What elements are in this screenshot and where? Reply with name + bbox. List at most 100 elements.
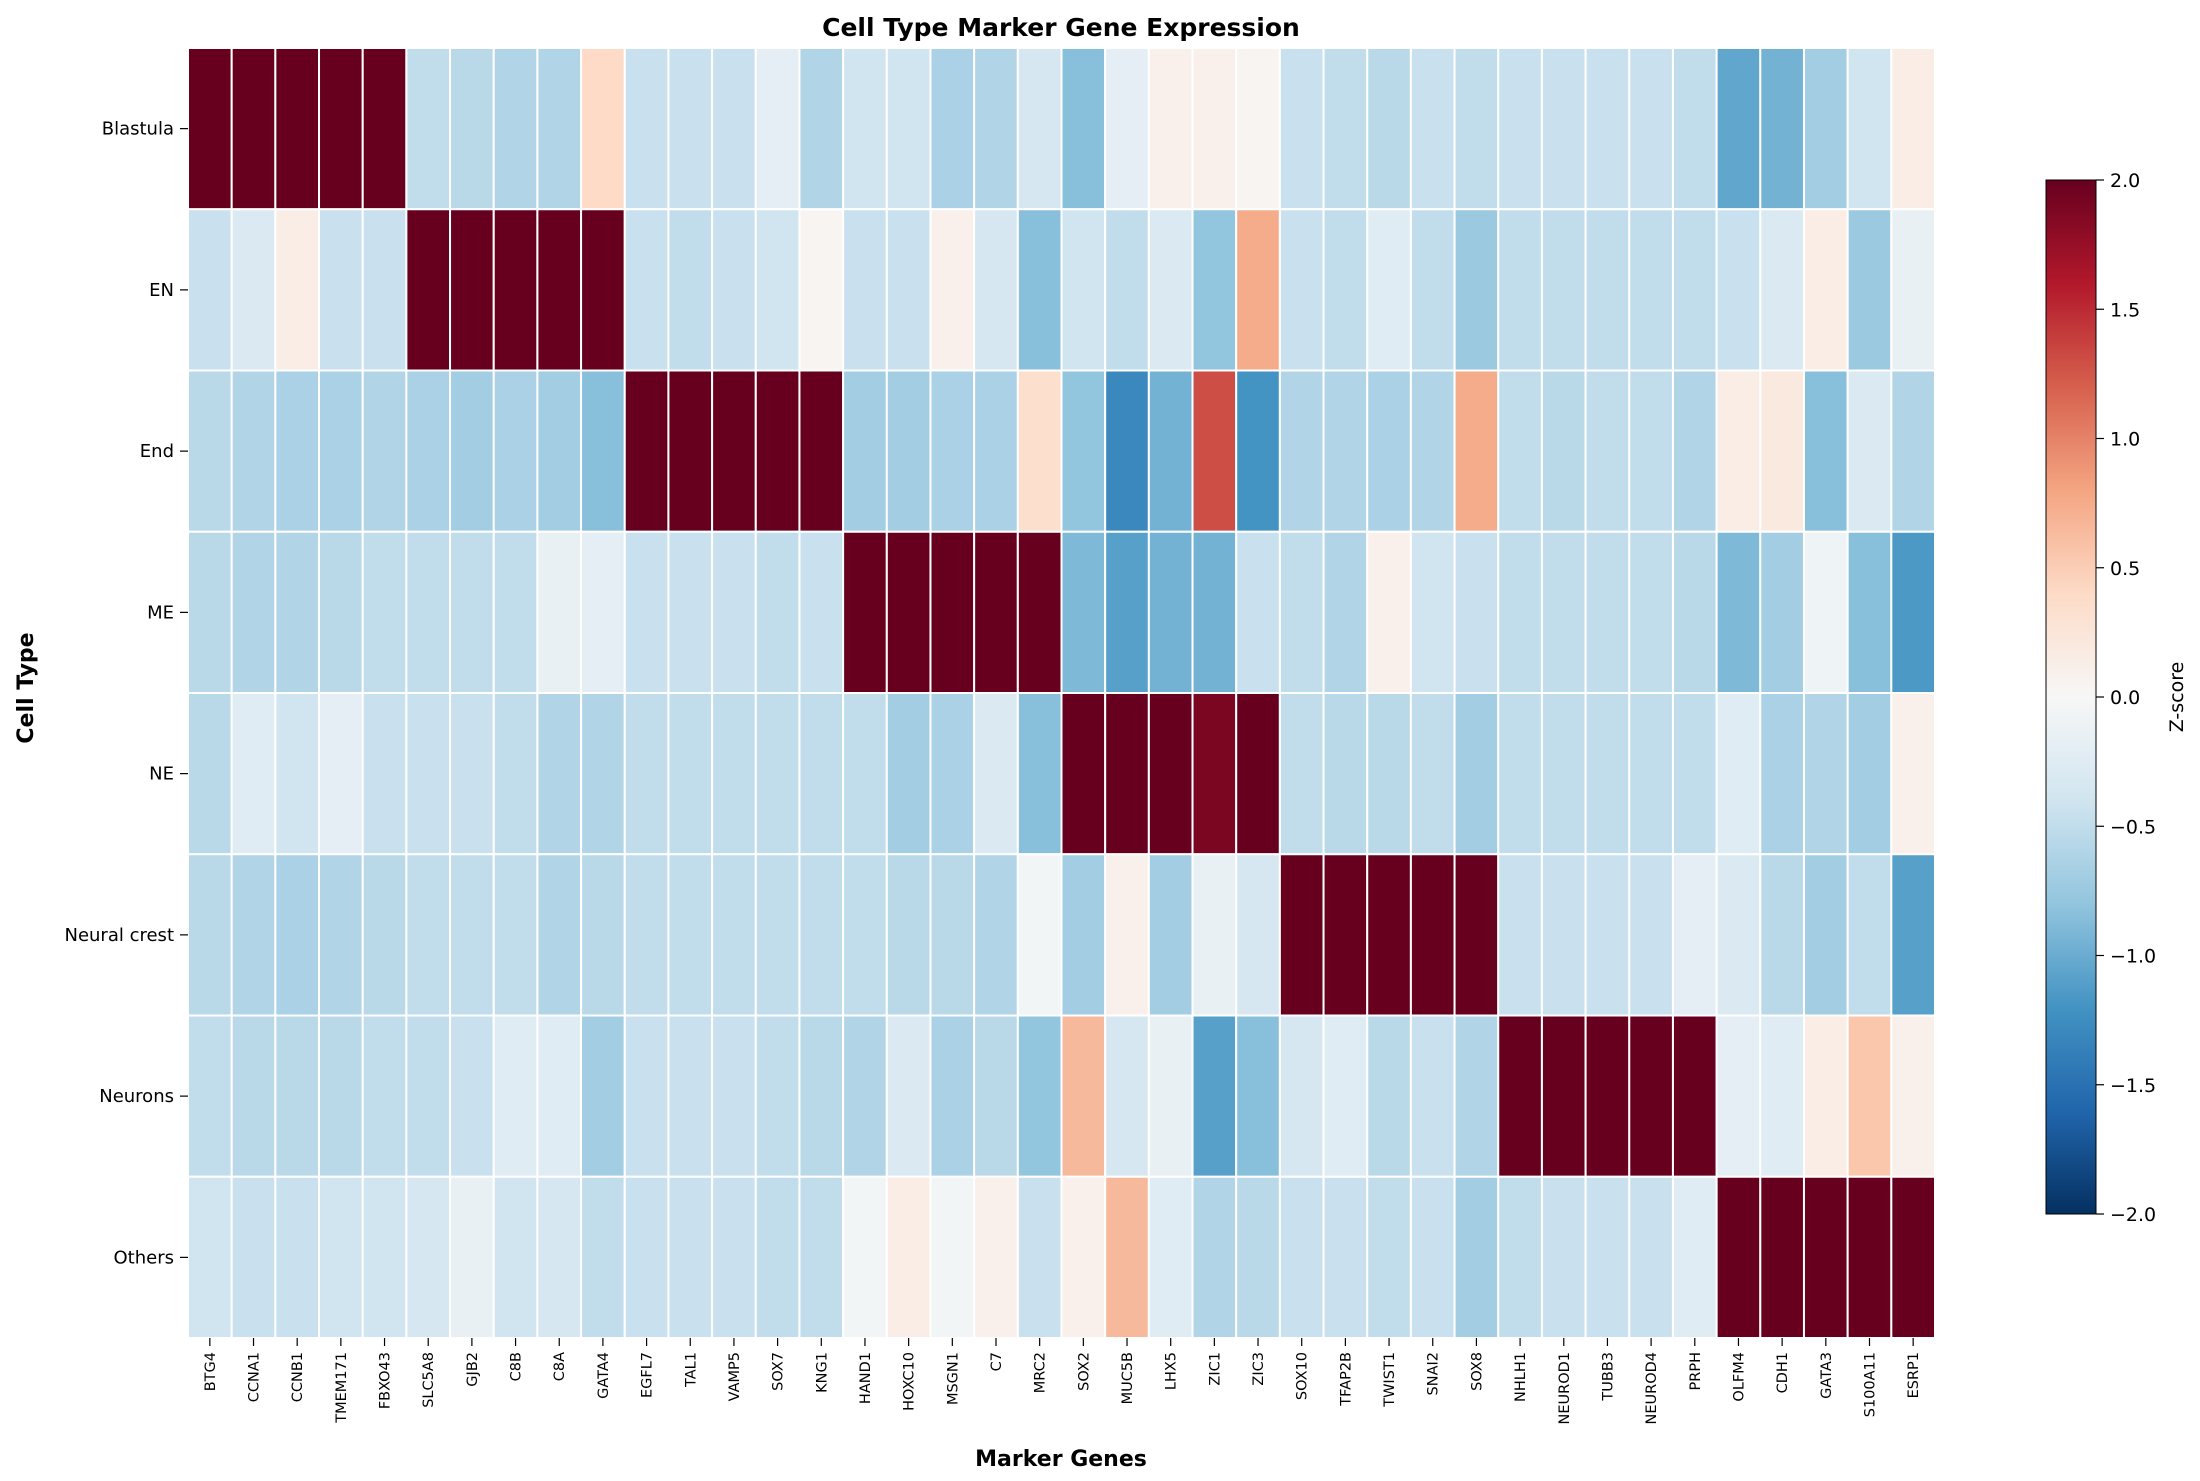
- heatmap-cell: [1191, 853, 1238, 1017]
- heatmap-cell: [1540, 47, 1587, 211]
- heatmap-cell: [1104, 853, 1150, 1017]
- colorbar-tick-label: 2.0: [2110, 170, 2140, 192]
- heatmap-cell: [1540, 208, 1587, 372]
- x-axis-title: Marker Genes: [975, 1447, 1147, 1472]
- column-label: BTG4: [203, 1352, 219, 1391]
- heatmap-cell: [580, 530, 626, 694]
- heatmap-cell: [1802, 47, 1849, 211]
- column-label: SOX2: [1076, 1352, 1092, 1391]
- column-label: NEUROD4: [1644, 1352, 1660, 1425]
- heatmap-cell: [274, 530, 321, 694]
- colorbar-tick-label: 0.0: [2110, 687, 2140, 709]
- row-label: ME: [147, 602, 174, 623]
- heatmap-cell: [361, 1014, 408, 1178]
- heatmap-cell: [405, 208, 452, 372]
- heatmap-cell: [1453, 530, 1500, 694]
- column-label: TWIST1: [1382, 1352, 1398, 1408]
- row-label: Neurons: [99, 1086, 174, 1107]
- heatmap-cell: [449, 208, 495, 372]
- heatmap-cell: [1497, 692, 1543, 856]
- heatmap-cell: [580, 369, 626, 533]
- heatmap-cell: [1104, 47, 1150, 211]
- column-label: C8A: [552, 1352, 568, 1381]
- column-label: SOX10: [1295, 1352, 1311, 1400]
- heatmap-cell: [667, 369, 714, 533]
- heatmap-cell: [1759, 1014, 1805, 1178]
- heatmap-cell: [449, 1014, 495, 1178]
- heatmap-cells: [187, 47, 1936, 1339]
- row-labels: Blastula EN End ME NE Neural crest Neurons Othe…: [64, 119, 188, 1268]
- heatmap-cell: [1278, 1014, 1325, 1178]
- heatmap-cell: [1278, 853, 1325, 1017]
- heatmap-cell: [1060, 1175, 1107, 1339]
- heatmap-cell: [1235, 208, 1281, 372]
- colorbar-tick-label: −1.5: [2110, 1075, 2156, 1097]
- heatmap-cell: [318, 1014, 364, 1178]
- heatmap-cell: [973, 208, 1019, 372]
- colorbar-ticks: 2.0 1.5 1.0 0.5 0.0 −0.5 −1.0 −1.5 −2.0: [2045, 170, 2156, 1226]
- colorbar-tick-label: 1.0: [2110, 429, 2140, 451]
- heatmap-cell: [842, 208, 888, 372]
- heatmap-cell: [1453, 47, 1500, 211]
- heatmap-cell: [1409, 369, 1456, 533]
- heatmap-cell: [187, 853, 233, 1017]
- heatmap-cell: [1278, 692, 1325, 856]
- heatmap-cell: [1671, 692, 1718, 856]
- heatmap-cell: [711, 1175, 757, 1339]
- column-label: TFAP2B: [1338, 1352, 1354, 1407]
- heatmap-cell: [754, 208, 801, 372]
- heatmap-cell: [1060, 530, 1107, 694]
- heatmap-cell: [1191, 369, 1238, 533]
- column-label: SOX7: [771, 1352, 787, 1391]
- colorbar-tick-label: −1.0: [2110, 946, 2156, 968]
- heatmap-cell: [1060, 853, 1107, 1017]
- heatmap-cell: [1671, 47, 1718, 211]
- heatmap-cell: [1628, 47, 1674, 211]
- heatmap-cell: [405, 47, 452, 211]
- row-label: NE: [149, 764, 174, 785]
- heatmap-cell: [1890, 208, 1936, 372]
- heatmap-cell: [1235, 692, 1281, 856]
- heatmap-cell: [885, 47, 932, 211]
- column-label: CCNB1: [290, 1352, 306, 1402]
- column-label: SOX8: [1469, 1352, 1485, 1391]
- heatmap-cell: [1846, 1175, 1893, 1339]
- heatmap-cell: [1235, 369, 1281, 533]
- heatmap-cell: [1278, 208, 1325, 372]
- heatmap-cell: [405, 1175, 452, 1339]
- colorbar-tick-label: −2.0: [2110, 1204, 2156, 1226]
- heatmap-cell: [405, 853, 452, 1017]
- heatmap-cell: [1060, 369, 1107, 533]
- heatmap-cell: [1540, 853, 1587, 1017]
- heatmap-cell: [1759, 369, 1805, 533]
- heatmap-cell: [1409, 1175, 1456, 1339]
- heatmap-cell: [885, 692, 932, 856]
- colorbar-tick-label: 1.5: [2110, 299, 2140, 321]
- heatmap-cell: [711, 369, 757, 533]
- heatmap-cell: [536, 208, 583, 372]
- column-label: ESRP1: [1906, 1352, 1922, 1398]
- heatmap-cell: [973, 692, 1019, 856]
- heatmap-cell: [1846, 369, 1893, 533]
- heatmap-cell: [361, 1175, 408, 1339]
- heatmap-cell: [1147, 692, 1194, 856]
- heatmap-cell: [1191, 692, 1238, 856]
- heatmap-cell: [405, 369, 452, 533]
- heatmap-cell: [1147, 47, 1194, 211]
- heatmap-cell: [405, 692, 452, 856]
- heatmap-cell: [1322, 1175, 1369, 1339]
- heatmap-cell: [1497, 369, 1543, 533]
- heatmap-cell: [580, 853, 626, 1017]
- heatmap-cell: [1671, 208, 1718, 372]
- heatmap-cell: [667, 530, 714, 694]
- heatmap-cell: [1846, 853, 1893, 1017]
- heatmap-cell: [1715, 1175, 1762, 1339]
- heatmap-cell: [929, 692, 976, 856]
- heatmap-cell: [1147, 1014, 1194, 1178]
- heatmap-cell: [1802, 530, 1849, 694]
- heatmap-cell: [1846, 208, 1893, 372]
- heatmap-cell: [318, 369, 364, 533]
- heatmap-cell: [536, 1014, 583, 1178]
- heatmap-cell: [973, 530, 1019, 694]
- heatmap-cell: [1584, 1014, 1631, 1178]
